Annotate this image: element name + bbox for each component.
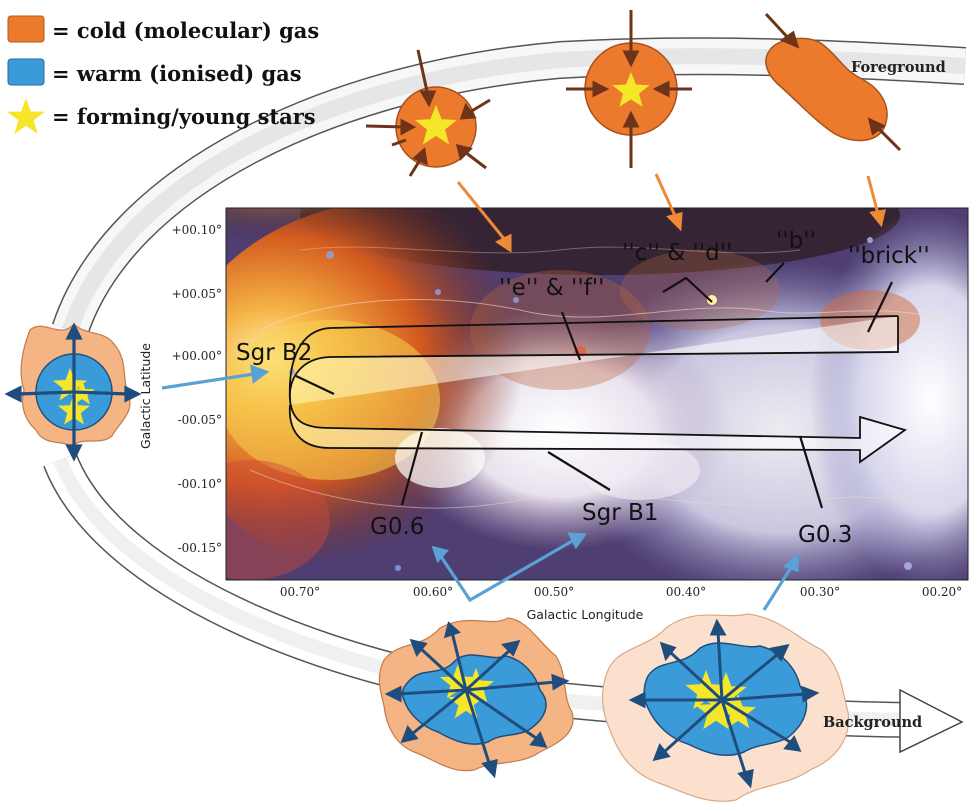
x-axis-title: Galactic Longitude: [527, 607, 644, 622]
label-b: ''b'': [776, 228, 816, 254]
star-icon: [695, 690, 737, 730]
legend-label-stars: = forming/young stars: [52, 104, 316, 129]
y-tick: -00.10°: [178, 477, 222, 491]
label-g06: G0.6: [370, 514, 424, 540]
star-icon: [685, 670, 727, 710]
legend-label-warm-gas: = warm (ionised) gas: [52, 61, 302, 86]
star-icon: [415, 105, 457, 145]
label-g03: G0.3: [798, 522, 852, 548]
legend-star-icon: [7, 98, 45, 134]
y-axis-title: Galactic Latitude: [138, 343, 153, 449]
foreground-label: Foreground: [851, 59, 946, 76]
x-tick: 00.40°: [666, 585, 706, 599]
inner-orbit-band: [288, 315, 908, 464]
blue-arrows-background: [431, 532, 799, 611]
legend-label-cold-gas: = cold (molecular) gas: [52, 18, 319, 43]
legend-swatch-warm-gas: [7, 58, 45, 86]
y-tick: -00.15°: [178, 541, 222, 555]
label-sgr-b1: Sgr B1: [582, 500, 658, 526]
region-labels: Sgr B2 ''e'' & ''f'' ''c'' & ''d'' ''b''…: [236, 228, 930, 548]
star-icon: [612, 72, 650, 107]
star-icon: [705, 672, 747, 712]
x-tick: 00.70°: [280, 585, 320, 599]
label-e-f: ''e'' & ''f'': [499, 275, 604, 301]
star-icon: [458, 668, 494, 703]
x-tick: 00.20°: [922, 585, 962, 599]
label-sgr-b2: Sgr B2: [236, 340, 312, 366]
star-icon: [53, 368, 87, 401]
cloud-hii-g03: [601, 613, 850, 802]
y-tick: +00.05°: [172, 287, 222, 301]
x-tick: 00.60°: [413, 585, 453, 599]
cloud-collapsing-1: [365, 49, 491, 177]
cloud-hii-g06: [378, 617, 574, 779]
label-c-d: ''c'' & ''d'': [622, 240, 732, 266]
cloud-brick: [764, 12, 902, 152]
y-axis: +00.10° +00.05° +00.00° -00.05° -00.10° …: [138, 223, 222, 555]
y-tick: +00.10°: [172, 223, 222, 237]
orange-arrows: [456, 173, 886, 253]
y-tick: -00.05°: [178, 413, 222, 427]
y-tick: +00.00°: [172, 349, 222, 363]
cloud-sgr-b2-left: [4, 322, 142, 462]
cloud-collapsing-2: [566, 10, 692, 168]
legend: = cold (molecular) gas = warm (ionised) …: [7, 15, 319, 134]
x-tick: 00.30°: [800, 585, 840, 599]
x-axis: 00.70° 00.60° 00.50° 00.40° 00.30° 00.20…: [280, 585, 962, 622]
blue-arrow-sgr-b2: [161, 364, 270, 390]
galactic-map-image: [226, 208, 968, 580]
label-brick: ''brick'': [848, 243, 930, 269]
x-tick: 00.50°: [534, 585, 574, 599]
star-icon: [448, 684, 484, 719]
background-label: Background: [823, 714, 922, 731]
legend-swatch-cold-gas: [7, 15, 45, 43]
